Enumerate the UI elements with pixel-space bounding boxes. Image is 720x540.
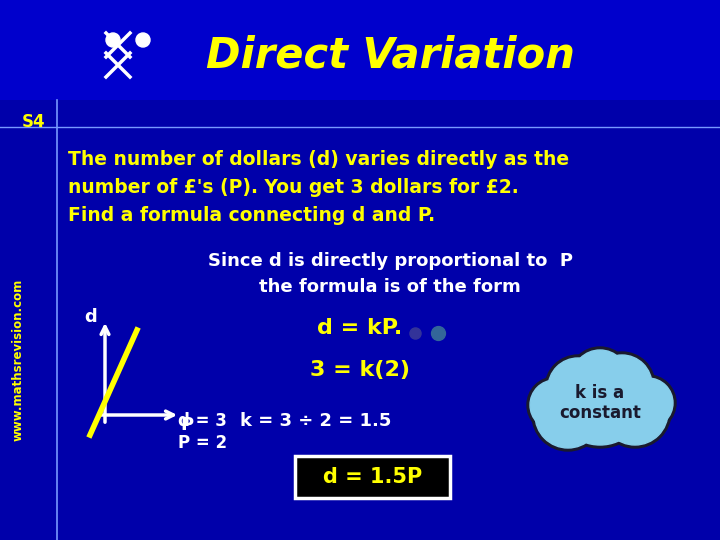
Text: Since d is directly proportional to  P: Since d is directly proportional to P bbox=[207, 252, 572, 270]
Circle shape bbox=[535, 382, 601, 448]
Circle shape bbox=[106, 33, 120, 47]
Circle shape bbox=[572, 350, 628, 406]
Circle shape bbox=[552, 352, 648, 448]
Circle shape bbox=[136, 33, 150, 47]
Circle shape bbox=[569, 347, 631, 409]
Text: number of £'s (P). You get 3 dollars for £2.: number of £'s (P). You get 3 dollars for… bbox=[68, 178, 518, 197]
Circle shape bbox=[545, 355, 611, 421]
FancyBboxPatch shape bbox=[295, 456, 450, 498]
Text: The number of dollars (d) varies directly as the: The number of dollars (d) varies directl… bbox=[68, 150, 569, 169]
Circle shape bbox=[623, 378, 673, 428]
Circle shape bbox=[589, 352, 655, 418]
Text: d = 3: d = 3 bbox=[178, 412, 227, 430]
Text: P: P bbox=[181, 416, 194, 434]
Text: 3 = k(2): 3 = k(2) bbox=[310, 360, 410, 380]
Text: d: d bbox=[85, 308, 97, 326]
Text: d = 1.5P: d = 1.5P bbox=[323, 467, 423, 487]
Circle shape bbox=[548, 358, 608, 418]
Circle shape bbox=[555, 355, 645, 445]
Circle shape bbox=[620, 375, 676, 431]
Text: the formula is of the form: the formula is of the form bbox=[259, 278, 521, 296]
Circle shape bbox=[532, 379, 604, 451]
Text: S4: S4 bbox=[22, 113, 45, 131]
Text: www.mathsrevision.com: www.mathsrevision.com bbox=[12, 279, 24, 441]
Text: k = 3 ÷ 2 = 1.5: k = 3 ÷ 2 = 1.5 bbox=[240, 412, 392, 430]
Circle shape bbox=[602, 379, 668, 445]
FancyBboxPatch shape bbox=[0, 0, 720, 100]
Text: Find a formula connecting d and P.: Find a formula connecting d and P. bbox=[68, 206, 435, 225]
Text: constant: constant bbox=[559, 404, 641, 422]
Text: k is a: k is a bbox=[575, 384, 624, 402]
Circle shape bbox=[530, 380, 580, 430]
Circle shape bbox=[592, 355, 652, 415]
Text: Direct Variation: Direct Variation bbox=[206, 34, 575, 76]
Text: d = kP.: d = kP. bbox=[318, 318, 402, 338]
Circle shape bbox=[527, 377, 583, 433]
Circle shape bbox=[599, 376, 671, 448]
Text: P = 2: P = 2 bbox=[178, 434, 227, 452]
